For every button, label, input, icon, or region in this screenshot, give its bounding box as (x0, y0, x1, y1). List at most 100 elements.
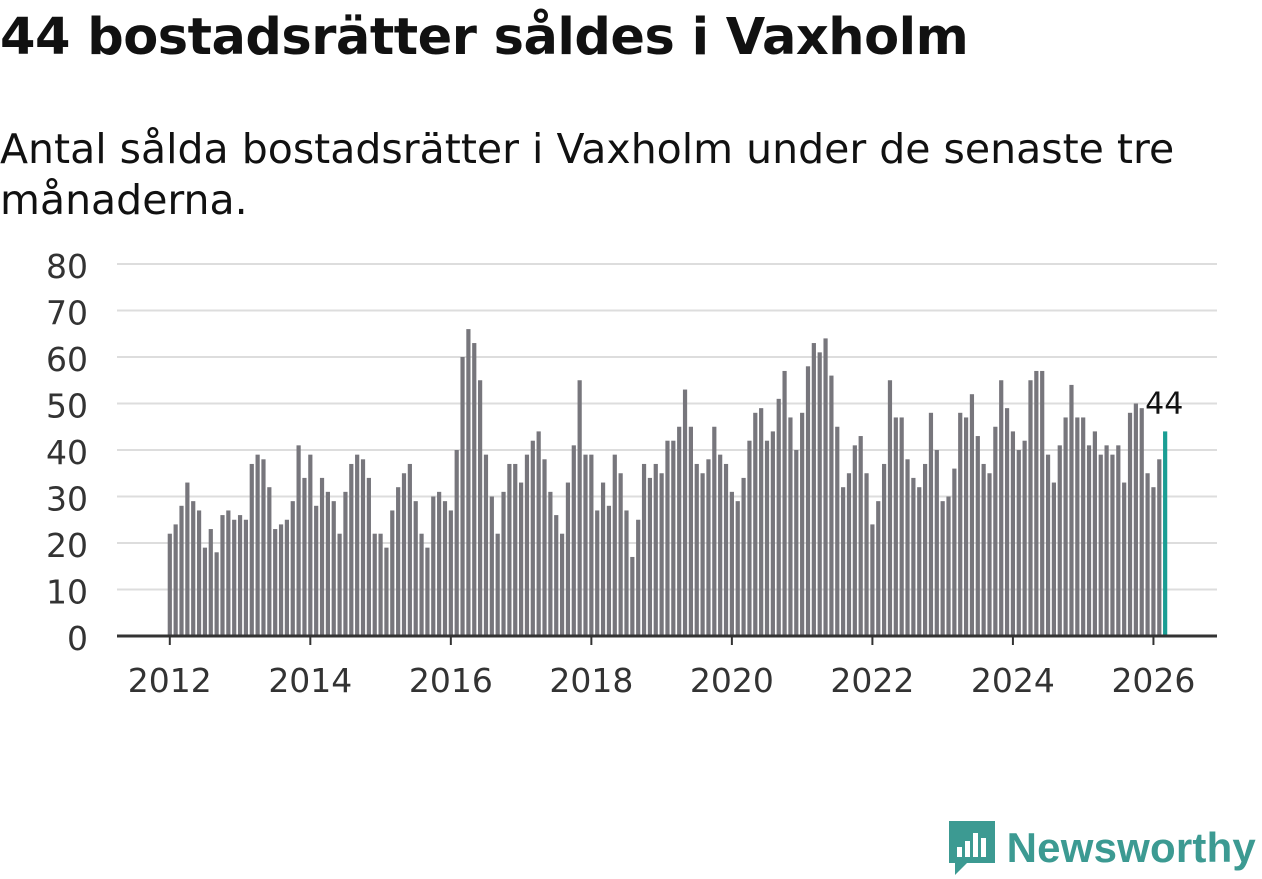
bar (454, 450, 459, 636)
bar (226, 510, 231, 636)
bar (191, 501, 196, 636)
bar (337, 533, 342, 636)
bar (413, 501, 418, 636)
bar (659, 473, 664, 636)
bar (887, 380, 893, 636)
bar (612, 454, 617, 636)
bar (723, 463, 729, 636)
bar (940, 501, 945, 636)
y-tick-label: 20 (46, 526, 88, 565)
bar (284, 519, 289, 636)
bar (1075, 417, 1080, 636)
y-tick-label: 30 (46, 480, 88, 519)
bar (466, 329, 471, 636)
bar (600, 482, 606, 636)
bar (167, 533, 172, 636)
bar (1127, 412, 1133, 636)
bar (290, 501, 295, 636)
bar (1040, 370, 1045, 636)
bar (987, 473, 992, 636)
bar (355, 454, 360, 636)
bar (267, 487, 272, 636)
bar (823, 338, 828, 636)
bar (501, 491, 506, 636)
bar (278, 524, 284, 636)
bar (583, 454, 588, 636)
bar (384, 547, 389, 636)
bar (688, 426, 693, 636)
bar (366, 477, 371, 636)
bar (841, 487, 846, 636)
bar (1086, 445, 1092, 636)
bar (817, 352, 822, 636)
bar (331, 501, 336, 636)
bar (759, 408, 764, 636)
x-tick-label: 2012 (128, 661, 212, 700)
bar (1034, 370, 1039, 636)
highlight-bar (1163, 431, 1168, 636)
bar (577, 380, 582, 636)
bar (677, 426, 682, 636)
bar (1145, 473, 1150, 636)
bar (524, 454, 530, 636)
bar (314, 505, 319, 636)
y-tick-label: 0 (67, 619, 88, 658)
bar (1022, 440, 1027, 636)
bar (343, 491, 348, 636)
x-tick-label: 2024 (971, 661, 1055, 700)
bar (179, 505, 184, 636)
bar (776, 398, 781, 636)
bar (1092, 431, 1097, 636)
bar (671, 440, 676, 636)
newsworthy-logo-icon (948, 821, 995, 875)
bar (1010, 431, 1016, 636)
bar (917, 487, 922, 636)
x-tick-label: 2026 (1111, 661, 1195, 700)
x-tick-label: 2018 (549, 661, 633, 700)
bar (249, 463, 254, 636)
bar (882, 463, 887, 636)
bar (1157, 459, 1162, 636)
bar (946, 496, 951, 636)
bar (565, 482, 571, 636)
bar (325, 491, 330, 636)
bar (963, 417, 969, 636)
bar (1098, 454, 1103, 636)
bar (800, 412, 805, 636)
bar (922, 463, 928, 636)
bar (589, 454, 594, 636)
bar (372, 533, 377, 636)
newsworthy-brand: Newsworthy (947, 817, 1256, 879)
bar (835, 426, 840, 636)
bar (448, 510, 453, 636)
bar (478, 380, 483, 636)
bar (437, 491, 442, 636)
bar (1139, 408, 1144, 636)
bar (390, 510, 395, 636)
bar (472, 343, 477, 636)
bar (530, 440, 535, 636)
bar (893, 417, 898, 636)
bar (700, 473, 705, 636)
bar (273, 529, 278, 636)
bar (595, 510, 600, 636)
x-tick-label: 2016 (409, 661, 493, 700)
bar (243, 519, 249, 636)
bar (559, 533, 565, 636)
bar (401, 473, 407, 636)
bar (1151, 487, 1156, 636)
bar (1063, 417, 1068, 636)
bar (507, 463, 512, 636)
bar (905, 459, 910, 636)
highlight-data-label: 44 (1145, 386, 1183, 421)
bar (1116, 445, 1121, 636)
brand-name: Newsworthy (1006, 824, 1256, 871)
bar (1069, 384, 1074, 636)
bar (536, 431, 541, 636)
x-tick-label: 2014 (268, 661, 352, 700)
bar (928, 412, 934, 636)
bar (852, 445, 857, 636)
bar (1104, 445, 1109, 636)
bar (764, 440, 770, 636)
y-tick-label: 60 (46, 340, 88, 379)
